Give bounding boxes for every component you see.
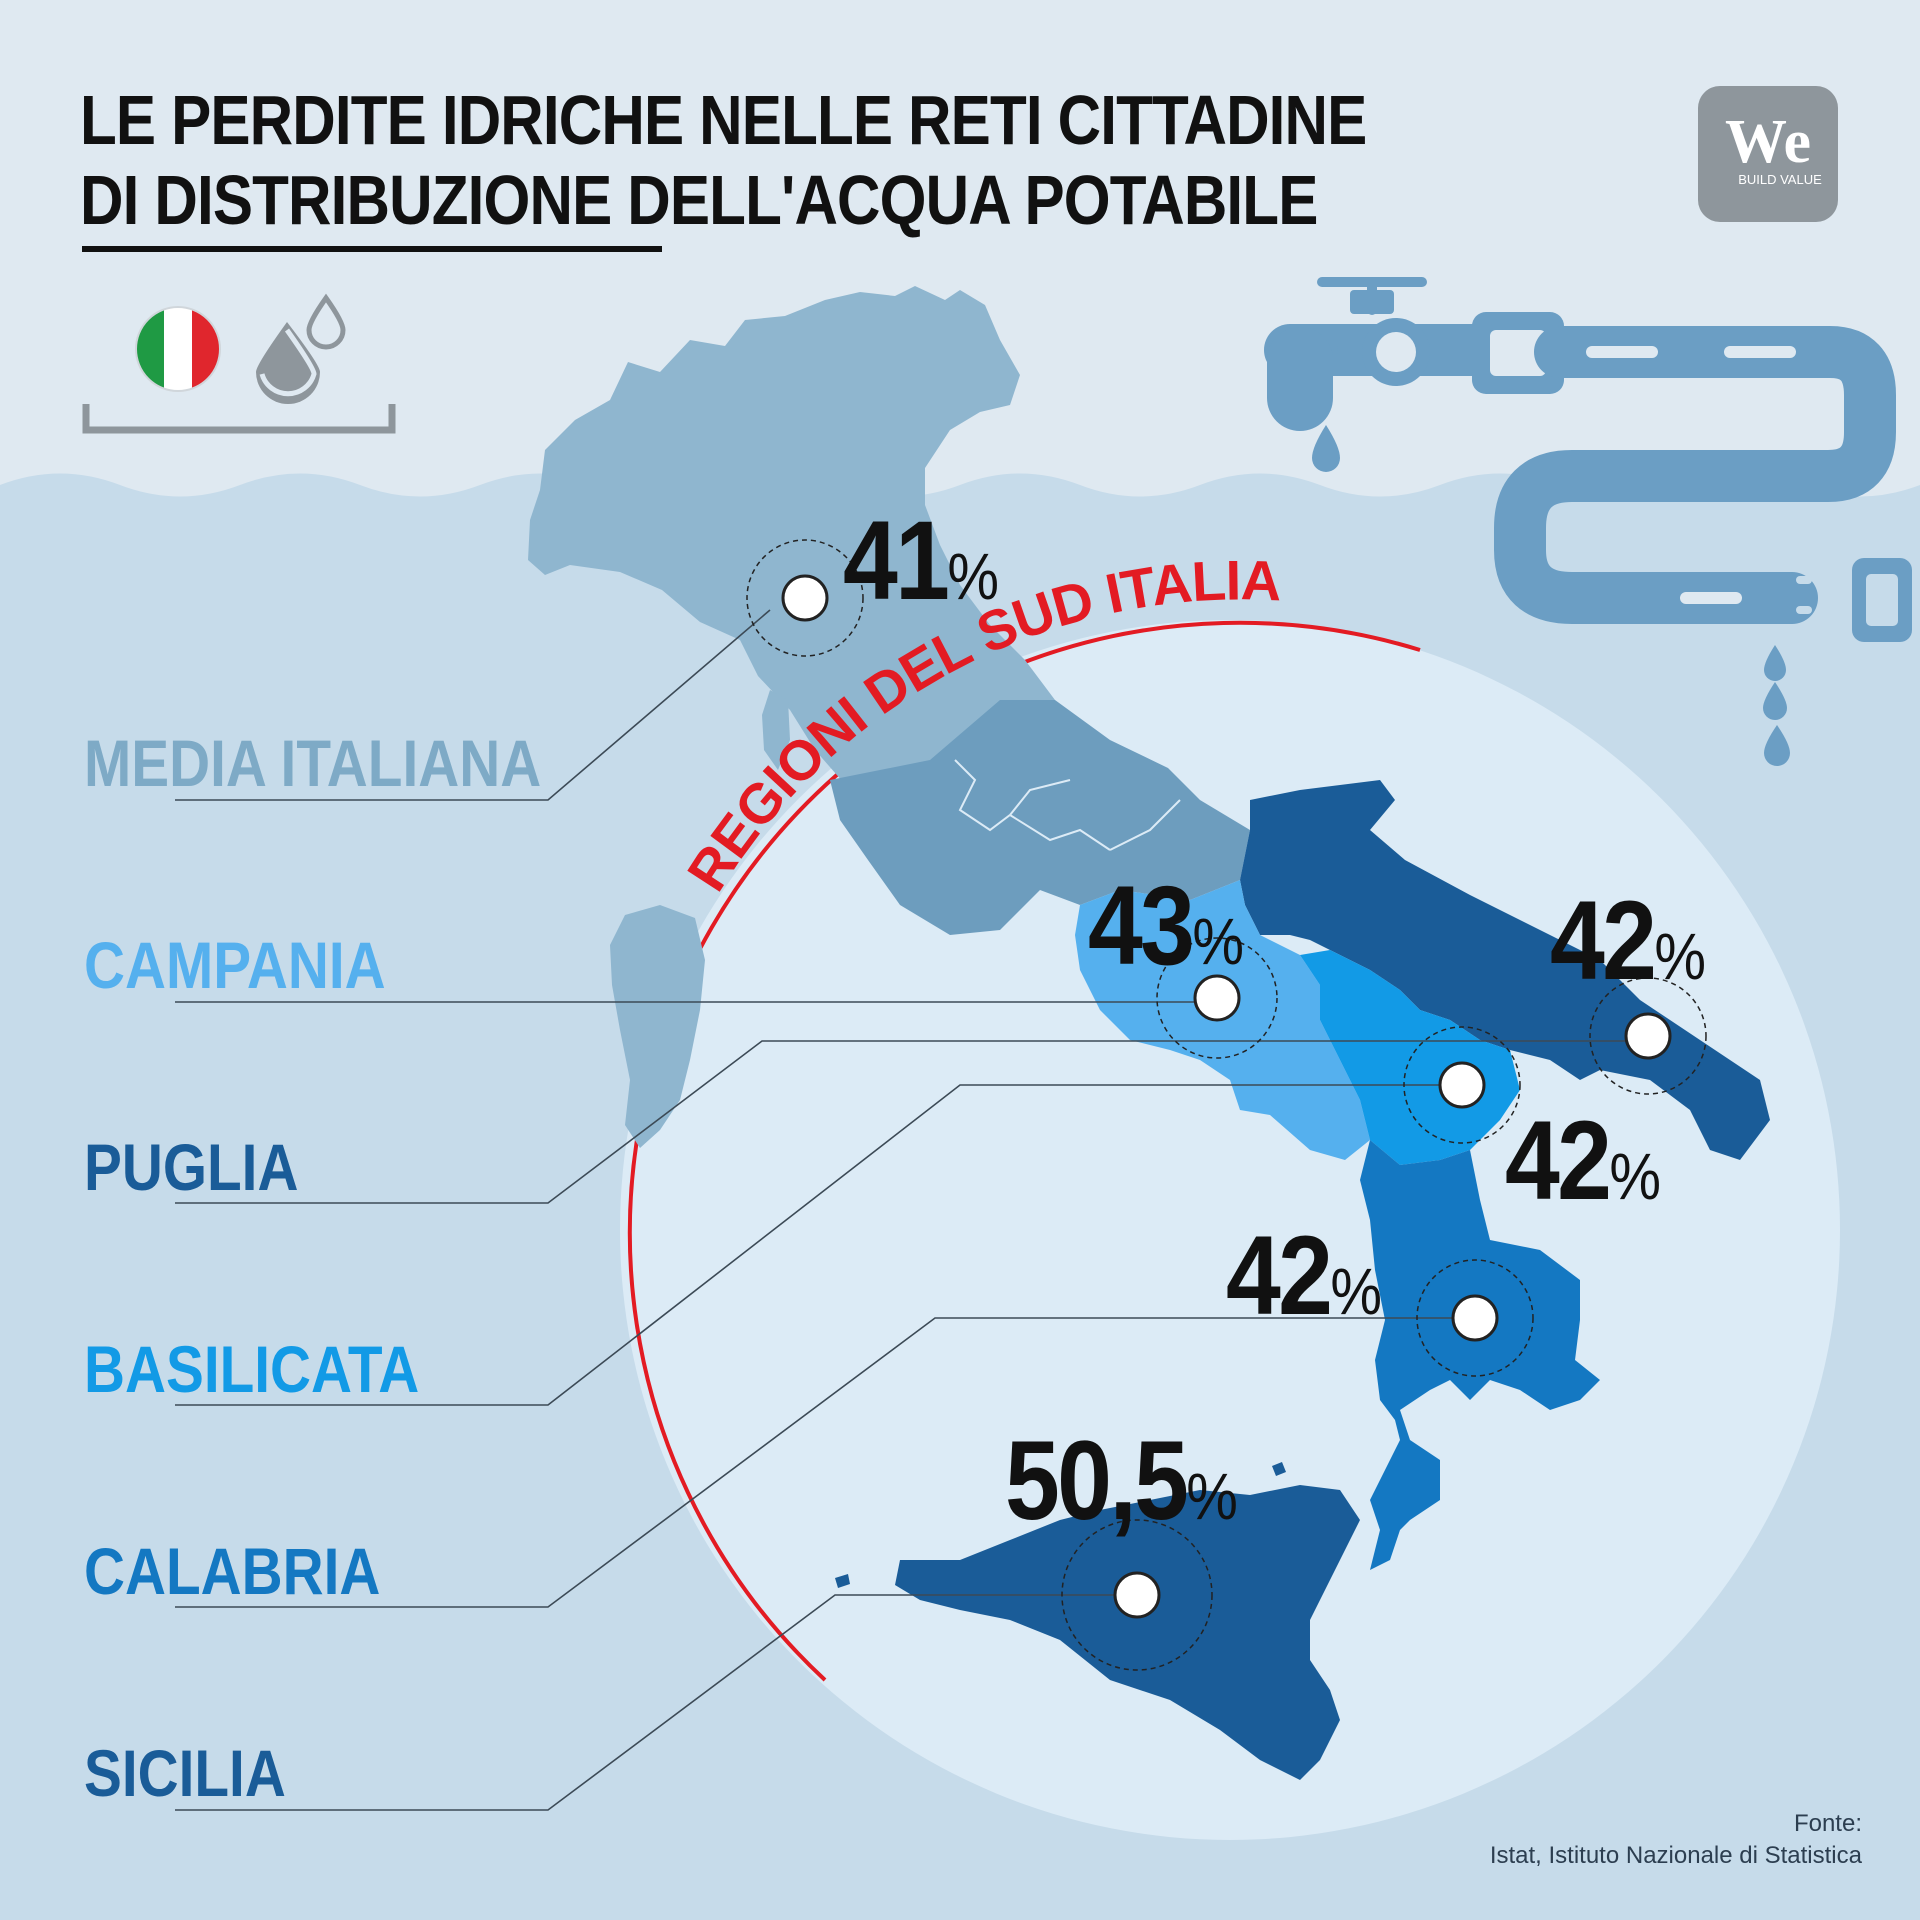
title-underline xyxy=(82,246,662,252)
source-note: Fonte: Istat, Istituto Nazionale di Stat… xyxy=(1490,1808,1862,1872)
map-italy-north xyxy=(528,286,1055,790)
title-line-2: DI DISTRIBUZIONE DELL'ACQUA POTABILE xyxy=(80,161,1318,239)
faucet-pipe-icon xyxy=(1264,277,1912,642)
region-label-basilicata: BASILICATA xyxy=(84,1332,420,1406)
region-label-puglia: PUGLIA xyxy=(84,1130,299,1204)
leader-line-puglia xyxy=(175,1040,1648,1204)
region-label-media-italiana: MEDIA ITALIANA xyxy=(84,726,542,800)
region-label-sicilia: SICILIA xyxy=(84,1736,286,1810)
leader-line-basilicata xyxy=(175,1084,1460,1406)
region-label-campania: CAMPANIA xyxy=(84,928,386,1002)
pin-marker-sicilia xyxy=(1061,1519,1213,1671)
leader-line-media xyxy=(175,609,771,801)
pin-marker-media xyxy=(746,539,864,657)
pin-marker-basilicata xyxy=(1403,1026,1521,1144)
we-build-value-logo: We BUILD VALUE xyxy=(1698,86,1838,222)
map-region-calabria xyxy=(1360,1140,1600,1570)
leader-line-calabria xyxy=(175,1317,1473,1608)
pin-markers xyxy=(746,539,1707,1671)
water-drop-icons xyxy=(1312,425,1790,766)
svg-text:BUILD VALUE: BUILD VALUE xyxy=(1738,172,1822,187)
value-sicilia: 50,5% xyxy=(1005,1418,1238,1543)
value-basilicata: 42% xyxy=(1505,1098,1661,1223)
value-media-italiana: 41% xyxy=(843,498,999,623)
map-region-sicilia xyxy=(895,1485,1360,1780)
pin-marker-calabria xyxy=(1416,1259,1534,1377)
leader-line-sicilia xyxy=(175,1594,1135,1811)
source-label: Fonte: xyxy=(1793,1810,1862,1837)
map-region-basilicata xyxy=(1300,950,1520,1165)
map-corsica xyxy=(762,690,790,770)
map-region-puglia xyxy=(1240,780,1770,1160)
map-italy-center xyxy=(830,700,1250,935)
icon-bracket xyxy=(82,404,396,434)
svg-text:We: We xyxy=(1725,108,1811,176)
map-small-island xyxy=(1272,1462,1286,1476)
value-puglia: 42% xyxy=(1550,878,1706,1003)
pin-marker-campania xyxy=(1156,937,1278,1059)
south-ring-arc xyxy=(627,620,1421,1682)
region-label-calabria: CALABRIA xyxy=(84,1534,381,1608)
italy-flag-icon xyxy=(135,306,221,392)
page-title: LE PERDITE IDRICHE NELLE RETI CITTADINE … xyxy=(80,80,1367,240)
leader-lines xyxy=(175,609,1648,1811)
value-calabria: 42% xyxy=(1226,1213,1382,1338)
source-text: Istat, Istituto Nazionale di Statistica xyxy=(1489,1842,1862,1869)
title-line-1: LE PERDITE IDRICHE NELLE RETI CITTADINE xyxy=(80,81,1367,159)
pin-marker-puglia xyxy=(1589,977,1707,1095)
water-drops-icon xyxy=(256,293,346,404)
map-region-borders xyxy=(954,759,1181,851)
south-highlight-circle xyxy=(620,620,1840,1840)
map-sardinia xyxy=(610,905,705,1148)
value-campania: 43% xyxy=(1088,863,1244,988)
map-small-island xyxy=(835,1574,850,1588)
